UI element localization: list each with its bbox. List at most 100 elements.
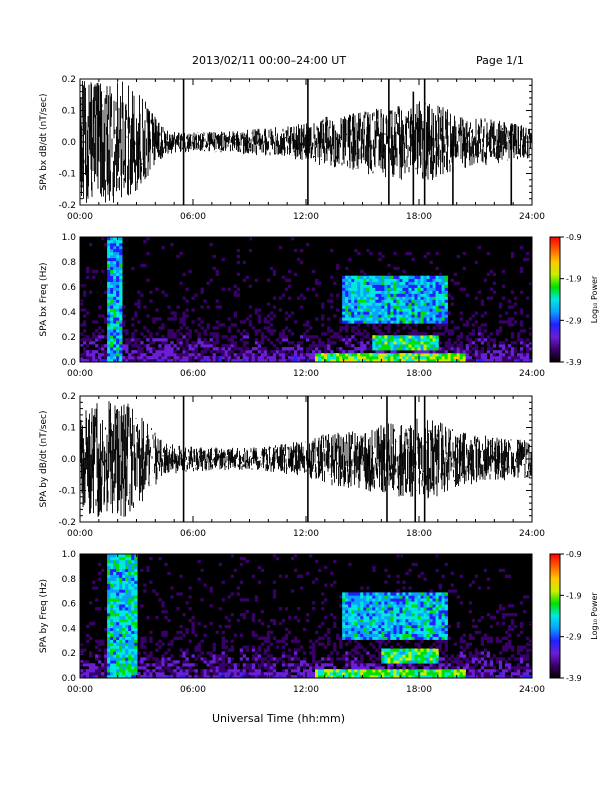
spectrogram-cell bbox=[477, 326, 482, 330]
spectrogram-cell bbox=[432, 630, 436, 635]
spectrogram-cell bbox=[122, 604, 126, 608]
spectrogram-cell bbox=[459, 669, 463, 673]
spectrogram-cell bbox=[89, 675, 93, 679]
spectrogram-cell bbox=[438, 356, 442, 360]
spectrogram-cell bbox=[375, 335, 379, 339]
spectrogram-cell bbox=[351, 610, 355, 614]
spectrogram-cell bbox=[242, 666, 247, 670]
spectrogram-cell bbox=[333, 356, 337, 360]
spectrogram-cell bbox=[453, 356, 457, 360]
spectrogram-cell bbox=[351, 311, 355, 315]
spectrogram-cell bbox=[384, 311, 388, 315]
spectrogram-cell bbox=[306, 663, 310, 667]
spectrogram-cell bbox=[519, 666, 524, 670]
spectrogram-cell bbox=[107, 592, 111, 596]
spectrogram-cell bbox=[465, 359, 470, 363]
spectrogram-cell bbox=[378, 281, 382, 285]
spectrogram-cell bbox=[254, 359, 259, 363]
spectrogram-cell bbox=[203, 624, 207, 629]
spectrogram-cell bbox=[327, 338, 331, 342]
spectrogram-cell bbox=[330, 353, 334, 357]
spectrogram-cell bbox=[155, 657, 159, 661]
spectrogram-cell bbox=[179, 356, 183, 360]
spectrogram-cell bbox=[462, 639, 466, 643]
spectrogram-cell bbox=[345, 311, 349, 315]
spectrogram-cell bbox=[236, 347, 240, 351]
spectrogram-cell bbox=[360, 595, 364, 599]
spectrogram-cell bbox=[239, 350, 244, 354]
spectrogram-cell bbox=[408, 648, 412, 652]
spectrogram-cell bbox=[414, 347, 418, 351]
spectrogram-cell bbox=[390, 290, 394, 294]
spectrogram-cell bbox=[164, 651, 168, 655]
spectrogram-cell bbox=[227, 317, 231, 321]
spectrogram-cell bbox=[399, 601, 403, 605]
spectrogram-cell bbox=[324, 616, 328, 620]
spectrogram-cell bbox=[468, 672, 473, 676]
spectrogram-cell bbox=[423, 660, 427, 664]
spectrogram-cell bbox=[390, 595, 394, 599]
spectrogram-cell bbox=[399, 595, 403, 599]
spectrogram-cell bbox=[393, 344, 397, 348]
spectrogram-cell bbox=[405, 648, 409, 652]
spectrogram-cell bbox=[423, 627, 427, 632]
spectrogram-cell bbox=[447, 353, 451, 357]
spectrogram-cell bbox=[122, 639, 126, 643]
spectrogram-cell bbox=[381, 254, 385, 259]
spectrogram-cell bbox=[254, 338, 259, 342]
spectrogram-cell bbox=[387, 633, 391, 637]
spectrogram-cell bbox=[432, 669, 436, 673]
spectrogram-cell bbox=[393, 347, 397, 351]
spectrogram-cell bbox=[191, 630, 195, 635]
spectrogram-cell bbox=[309, 344, 313, 348]
spectrogram-cell bbox=[453, 341, 457, 345]
spectrogram-cell bbox=[125, 562, 129, 567]
spectrogram-cell bbox=[354, 302, 358, 306]
spectrogram-cell bbox=[107, 571, 111, 575]
spectrogram-cell bbox=[327, 347, 331, 351]
spectrogram-cell bbox=[161, 633, 165, 637]
spectrogram-cell bbox=[233, 359, 237, 363]
spectrogram-cell bbox=[525, 595, 530, 599]
spectrogram-cell bbox=[278, 308, 283, 312]
spectrogram-cell bbox=[420, 675, 424, 679]
spectrogram-cell bbox=[203, 583, 207, 587]
spectrogram-cell bbox=[411, 610, 415, 614]
spectrogram-cell bbox=[131, 669, 135, 673]
spectrogram-cell bbox=[453, 660, 457, 664]
spectrogram-cell bbox=[92, 586, 96, 590]
spectrogram-cell bbox=[366, 618, 370, 623]
spectrogram-cell bbox=[122, 329, 126, 333]
spectrogram-cell bbox=[462, 359, 466, 363]
spectrogram-cell bbox=[342, 299, 346, 303]
spectrogram-cell bbox=[390, 663, 394, 667]
spectrogram-cell bbox=[435, 621, 439, 626]
spectrogram-cell bbox=[284, 338, 289, 342]
spectrogram-cell bbox=[260, 353, 265, 357]
spectrogram-cell bbox=[233, 347, 237, 351]
spectrogram-cell bbox=[290, 657, 295, 661]
spectrogram-cell bbox=[113, 666, 117, 670]
spectrogram-cell bbox=[414, 642, 418, 646]
spectrogram-cell bbox=[399, 621, 403, 626]
spectrogram-cell bbox=[146, 359, 150, 363]
spectrogram-cell bbox=[438, 645, 442, 649]
spectrogram-cell bbox=[321, 302, 325, 306]
spectrogram-cell bbox=[351, 308, 355, 312]
spectrogram-cell bbox=[507, 675, 512, 679]
spectrogram-cell bbox=[372, 314, 376, 318]
spectrogram-cell bbox=[441, 359, 445, 363]
spectrogram-cell bbox=[194, 645, 198, 649]
spectrogram-cell bbox=[381, 302, 385, 306]
spectrogram-cell bbox=[417, 341, 421, 345]
spectrogram-cell bbox=[170, 350, 174, 354]
spectrogram-cell bbox=[354, 675, 358, 679]
spectrogram-cell bbox=[260, 335, 265, 339]
spectrogram-cell bbox=[284, 347, 289, 351]
spectrogram-cell bbox=[408, 275, 412, 279]
spectrogram-cell bbox=[179, 648, 183, 652]
spectrogram-cell bbox=[327, 675, 331, 679]
spectrogram-cell bbox=[429, 356, 433, 360]
spectrogram-cell bbox=[110, 269, 114, 274]
spectrogram-cell bbox=[107, 621, 111, 626]
